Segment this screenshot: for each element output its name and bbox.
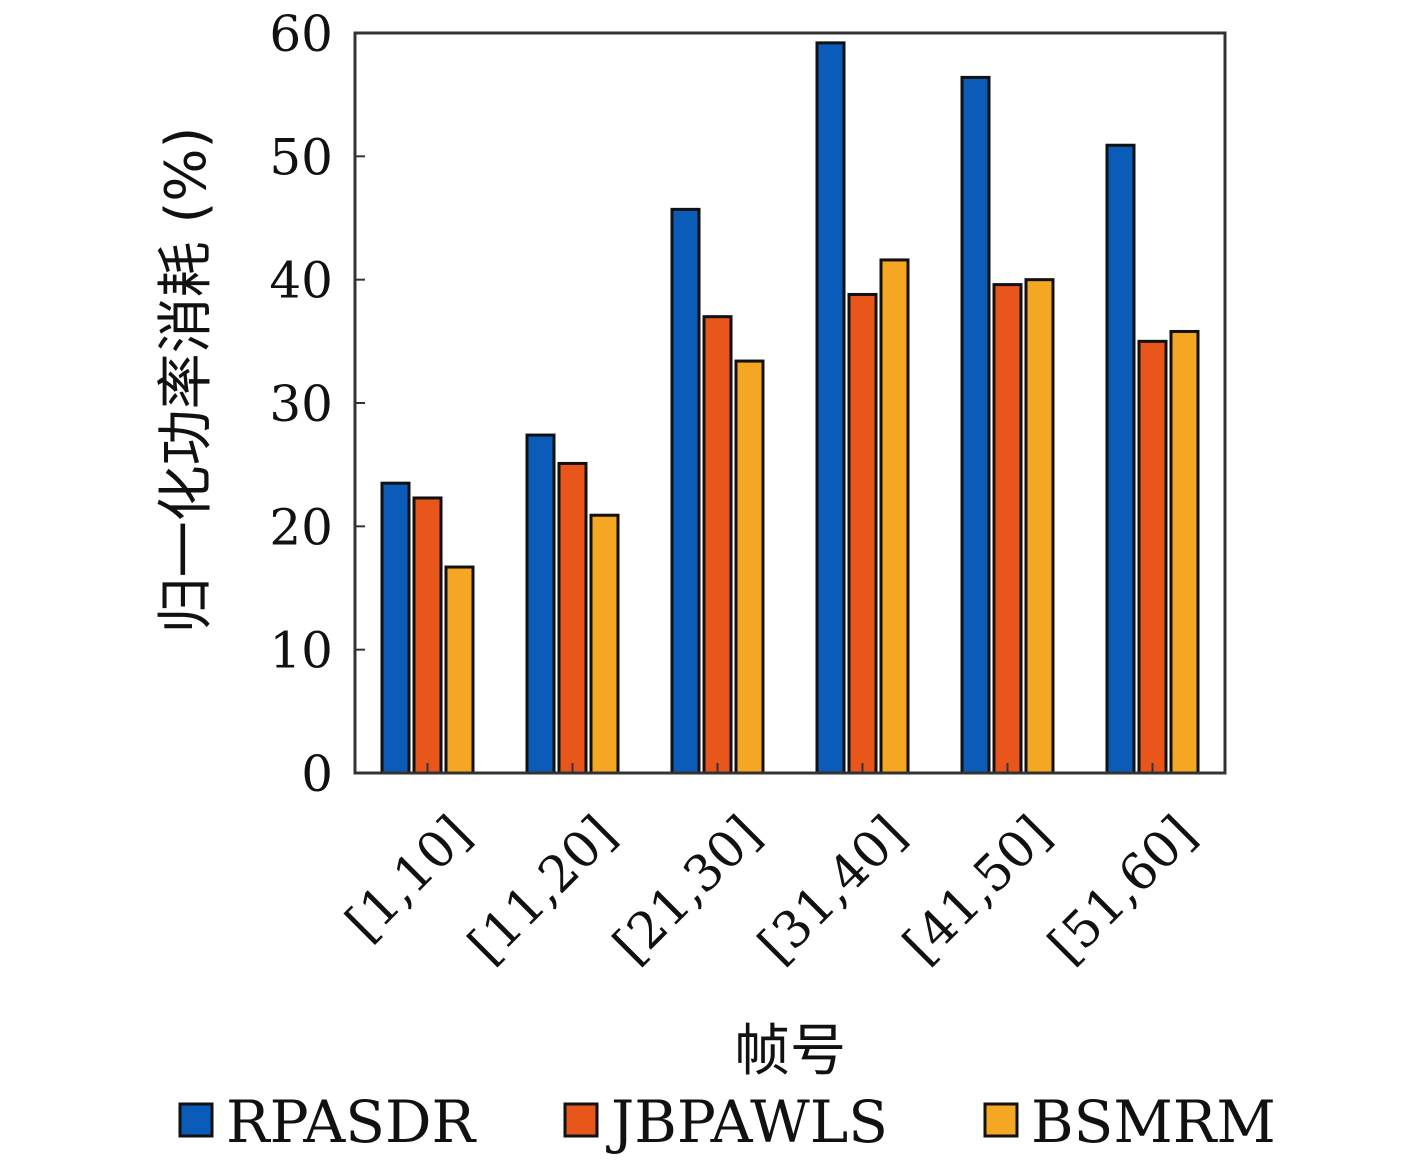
y-tick-label: 40 [269, 252, 333, 310]
y-tick-label: 60 [269, 5, 333, 63]
bar-jbpawls-2 [557, 461, 588, 775]
legend-label-jbpawls: JBPAWLS [606, 1088, 888, 1156]
legend-swatch-jbpawls [563, 1102, 599, 1138]
y-tick-label: 30 [269, 375, 333, 433]
plot-frame [353, 31, 1227, 775]
x-tick-label: [11,20] [457, 804, 627, 974]
legend-label-bsmrm: BSMRM [1031, 1088, 1276, 1156]
bar-jbpawls-1 [412, 496, 443, 775]
bar-jbpawls-6 [1137, 339, 1168, 775]
bar-bsmrm-2 [589, 513, 620, 775]
x-tick-label: [51,60] [1037, 804, 1207, 974]
y-tick-label: 10 [269, 622, 333, 680]
legend-swatch-rpasdr [178, 1102, 214, 1138]
bar-rpasdr-3 [670, 207, 701, 775]
x-tick-label: [21,30] [602, 804, 772, 974]
bar-jbpawls-3 [702, 315, 733, 775]
y-tick-label: 0 [301, 745, 333, 803]
bar-bsmrm-6 [1169, 329, 1200, 775]
bar-jbpawls-5 [992, 283, 1023, 775]
y-axis-title: 归一化功率消耗 (%) [154, 127, 219, 634]
bar-rpasdr-1 [380, 481, 411, 775]
bar-bsmrm-1 [444, 565, 475, 775]
bars-layer [380, 41, 1200, 775]
bar-rpasdr-4 [815, 41, 846, 775]
x-axis-title: 帧号 [734, 1019, 846, 1084]
bar-rpasdr-6 [1105, 143, 1136, 775]
bar-bsmrm-3 [734, 359, 765, 775]
y-tick-label: 20 [269, 498, 333, 556]
y-axis: 0 10 20 30 40 50 60 [269, 5, 365, 803]
bar-bsmrm-4 [879, 258, 910, 775]
bar-rpasdr-5 [960, 75, 991, 775]
y-tick-label: 50 [269, 128, 333, 186]
x-tick-label: [41,50] [892, 804, 1062, 974]
x-axis: [1,10][11,20][21,30][31,40][41,50][51,60… [335, 804, 1207, 974]
bar-jbpawls-4 [847, 292, 878, 775]
legend: RPASDR JBPAWLS BSMRM [178, 1088, 1276, 1156]
legend-label-rpasdr: RPASDR [226, 1088, 477, 1156]
legend-swatch-bsmrm [983, 1102, 1019, 1138]
bar-bsmrm-5 [1024, 278, 1055, 775]
x-tick-label: [31,40] [747, 804, 917, 974]
bar-rpasdr-2 [525, 433, 556, 775]
